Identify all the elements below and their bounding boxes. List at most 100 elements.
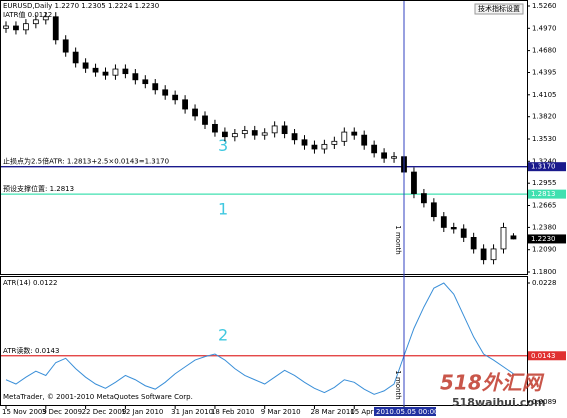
x-tick-label: 28 Mar 2010 [310, 408, 354, 416]
y-tick-label: 1.2090 [532, 246, 557, 254]
x-tick-highlight [374, 407, 436, 416]
price-panel [0, 0, 528, 275]
period-label: 1 month [394, 370, 402, 399]
x-tick-label: 12 Jan 2010 [121, 408, 163, 416]
y-tick-label: 1.3240 [532, 157, 557, 165]
candle-body [281, 125, 288, 135]
horizontal-line-label: 1.2813 [531, 190, 556, 198]
candle-body [311, 144, 318, 150]
candle-body [152, 83, 159, 91]
horizontal-line-label-box [528, 189, 566, 199]
y-tick-label: 1.4680 [532, 47, 557, 55]
candle-body [301, 139, 308, 146]
candle-body [261, 132, 268, 136]
candle-body [3, 25, 9, 29]
candle-body [32, 19, 39, 25]
current-price-label: 1.2230 [531, 235, 556, 243]
x-tick-label: 9 Mar 2010 [261, 408, 301, 416]
candle-body [450, 227, 457, 230]
atr-line [5, 282, 514, 395]
candle-body [470, 237, 477, 250]
candle-body [500, 227, 507, 250]
footer: MetaTrader, © 2001-2010 MetaQuotes Softw… [3, 393, 193, 401]
candle-body [13, 25, 19, 31]
horizontal-line-label: 1.3170 [531, 163, 556, 171]
candle-body [192, 108, 198, 117]
candle-body [271, 125, 278, 134]
atr-title: ATR(14) 0.0122 [3, 279, 57, 287]
candle-body [361, 134, 368, 146]
x-tick-label: 2010.05.05 00:00 [376, 408, 438, 416]
candle-body [221, 131, 228, 138]
y-tick-label: 0.0228 [532, 279, 557, 287]
candle-body [212, 123, 218, 133]
candle-body [112, 68, 119, 76]
horizontal-line-text: 止损点为2.5倍ATR: 1.2813+2.5×0.0143=1.3170 [3, 157, 169, 166]
horizontal-line-text: 预设支撑位置: 1.2813 [3, 184, 74, 193]
horizontal-line-marker: 2 [218, 325, 228, 344]
candle-body [102, 71, 109, 76]
symbol-line: EURUSD,Daily 1.2270 1.2305 1.2224 1.2230 [3, 2, 159, 10]
candle-body [381, 152, 388, 159]
x-tick-label: 31 Jan 2010 [171, 408, 213, 416]
candle-body [72, 51, 79, 64]
y-tick-label: 1.3530 [532, 135, 557, 143]
x-tick-label: 3 Dec 2009 [42, 408, 82, 416]
candle-body [231, 133, 238, 138]
horizontal-line-label-box [528, 162, 566, 172]
candle-body [142, 79, 149, 85]
candle-body [92, 67, 99, 73]
y-tick-label: 1.2665 [532, 202, 557, 210]
candle-body [341, 131, 348, 142]
candle-body [42, 16, 49, 21]
candle-body [490, 248, 497, 261]
toolbar-label[interactable]: 技术指标设置 [478, 4, 520, 13]
candle-body [241, 130, 248, 135]
horizontal-line-text: ATR读数: 0.0143 [3, 346, 59, 355]
horizontal-line-label: 0.0143 [531, 352, 556, 360]
y-tick-label: 1.2955 [532, 179, 557, 187]
candle-body [291, 133, 298, 141]
candle-body [411, 171, 417, 194]
x-tick-label: 18 Feb 2010 [211, 408, 255, 416]
period-label: 1 month [394, 225, 402, 254]
candle-body [321, 143, 328, 150]
candle-body [82, 62, 89, 69]
candle-body [251, 130, 258, 136]
candle-body [172, 94, 179, 101]
candle-body [62, 39, 69, 53]
x-tick-label: 15 Apr 2010 [350, 408, 393, 416]
candle-body [202, 115, 208, 125]
candle-body [351, 131, 358, 136]
x-tick-label: 15 Nov 2009 [2, 408, 47, 416]
candle-body [480, 248, 487, 261]
horizontal-line-marker: 1 [218, 200, 228, 219]
candle-body [162, 89, 169, 96]
watermark-title: 518外汇网 [440, 371, 545, 395]
candle-body [430, 202, 437, 218]
current-price-label-box [528, 234, 566, 244]
x-tick-label: 22 Dec 2009 [82, 408, 127, 416]
indicator-line: IATR值 0.0122 [3, 10, 52, 19]
candle-body [182, 99, 189, 110]
candle-body [391, 156, 397, 159]
toolbar-box[interactable] [474, 3, 524, 15]
candle-body [460, 228, 467, 238]
candle-body [122, 68, 129, 75]
candle-body [52, 16, 59, 41]
horizontal-line-label-box [528, 351, 566, 361]
y-tick-label: 1.2380 [532, 223, 557, 231]
y-tick-label: 1.1800 [532, 268, 557, 276]
candle-body [371, 144, 378, 154]
y-tick-label: 1.4105 [532, 91, 557, 99]
watermark-url: 518waihui.com [452, 396, 545, 409]
y-tick-label: 1.3820 [532, 113, 557, 121]
y-tick-label: 1.5260 [532, 2, 557, 10]
candle-body [420, 193, 427, 204]
y-tick-label: 1.4970 [532, 24, 557, 32]
y-tick-label: 0.0089 [532, 398, 557, 406]
y-tick-label: 1.4395 [532, 69, 557, 77]
candle-body [510, 235, 517, 240]
candle-body [331, 140, 338, 145]
